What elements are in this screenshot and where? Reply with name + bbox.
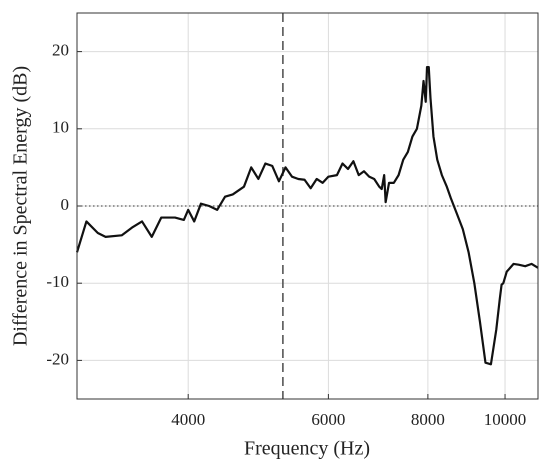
y-tick-label: 20 <box>52 41 69 60</box>
data-line <box>75 65 539 366</box>
y-tick-label: -10 <box>46 272 69 291</box>
x-tick-label: 6000 <box>311 410 345 429</box>
x-tick-label: 10000 <box>484 410 527 429</box>
y-tick-label: 0 <box>61 195 70 214</box>
plot-frame <box>76 12 539 400</box>
y-tick-label: -20 <box>46 349 69 368</box>
x-axis-label: Frequency (Hz) <box>244 438 370 460</box>
y-tick-label: 10 <box>52 118 69 137</box>
y-axis-label: Difference in Spectral Energy (dB) <box>10 66 32 346</box>
x-tick-label: 4000 <box>171 410 205 429</box>
x-tick-label: 8000 <box>411 410 445 429</box>
